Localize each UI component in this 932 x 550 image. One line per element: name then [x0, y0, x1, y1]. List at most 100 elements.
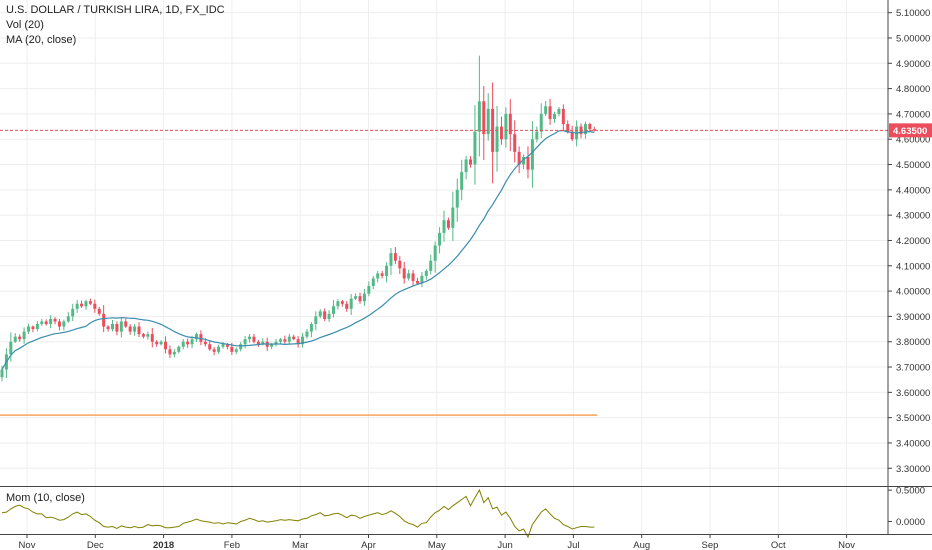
candle-body: [18, 336, 22, 340]
candle: [362, 288, 366, 306]
candle: [579, 123, 583, 139]
time-axis[interactable]: Nov Dec 2018 Feb Mar Apr May Jun Jul Aug Sep Oct Nov: [19, 534, 856, 550]
candle: [287, 333, 291, 345]
time-tick-label: Jun: [497, 540, 512, 550]
candle: [177, 345, 181, 354]
candle: [13, 333, 17, 343]
candle: [371, 276, 375, 290]
candle: [243, 336, 247, 349]
candle-body: [243, 339, 247, 345]
candle-body: [217, 346, 221, 352]
candle: [66, 312, 70, 323]
candle-body: [318, 311, 322, 317]
time-tick-label: Oct: [771, 540, 786, 550]
candle-body: [296, 339, 300, 345]
candle: [0, 365, 4, 382]
candle: [469, 156, 473, 168]
candle-body: [133, 326, 137, 332]
candle: [513, 120, 517, 163]
time-tick-label: Nov: [838, 540, 855, 550]
time-tick-label: May: [428, 540, 446, 550]
candle-body: [203, 341, 207, 345]
candle: [40, 318, 44, 327]
price-tick-label: 5.00000: [896, 33, 930, 44]
candle: [44, 319, 48, 326]
momentum-tick-label: 0.0000: [896, 517, 925, 528]
candle: [398, 256, 402, 274]
candle: [155, 340, 159, 347]
candle-body: [539, 113, 543, 132]
candle: [168, 345, 172, 359]
candle-body: [486, 108, 490, 135]
candle-body: [252, 336, 256, 342]
candle-body: [137, 326, 141, 335]
candle-body: [371, 278, 375, 287]
price-tick-label: 3.40000: [896, 438, 930, 449]
candle-body: [283, 339, 287, 342]
price-tick-label: 4.50000: [896, 160, 930, 171]
momentum-axis[interactable]: 0.5000 0.0000: [888, 486, 925, 528]
legend-symbol[interactable]: U.S. DOLLAR / TURKISH LIRA, 1D, FX_IDC: [6, 4, 225, 16]
candle-body: [66, 316, 70, 322]
candle-body: [80, 303, 84, 307]
candle-body: [455, 189, 459, 208]
price-tick-label: 4.60000: [896, 135, 930, 146]
candle: [451, 191, 455, 241]
candle: [327, 310, 331, 322]
candle-body: [278, 339, 282, 342]
axes: [0, 0, 932, 535]
candle-body: [164, 341, 168, 350]
candle: [208, 340, 212, 351]
candle: [354, 293, 358, 301]
ma-line[interactable]: [1, 129, 595, 370]
candle-body: [146, 334, 150, 337]
candle-body: [230, 346, 234, 352]
candle: [544, 101, 548, 117]
candle-body: [159, 341, 163, 345]
candle: [424, 268, 428, 280]
candle: [141, 332, 145, 339]
candle: [553, 111, 556, 123]
candle-body: [190, 339, 194, 345]
candle-body: [433, 245, 437, 261]
candle-body: [464, 159, 468, 173]
legend-ma[interactable]: MA (20, close): [6, 34, 77, 46]
candle-body: [526, 156, 530, 170]
time-tick-label: Sep: [702, 540, 719, 550]
candle-body: [274, 341, 278, 345]
candle-body: [301, 336, 305, 345]
candle: [75, 299, 79, 313]
candle-body: [411, 273, 415, 281]
legend-volume[interactable]: Vol (20): [6, 19, 44, 31]
candle: [35, 320, 39, 332]
last-price-label: 4.63500: [893, 126, 927, 137]
candle: [248, 334, 252, 343]
price-tick-label: 3.30000: [896, 464, 930, 475]
candle-body: [548, 106, 552, 119]
candle: [181, 338, 185, 350]
candle-body: [172, 351, 176, 355]
candle: [97, 306, 101, 316]
momentum-line[interactable]: [1, 488, 595, 539]
candle: [301, 332, 305, 348]
candle-body: [332, 306, 335, 314]
candle-body: [0, 369, 4, 378]
candle-body: [111, 324, 114, 330]
price-axis[interactable]: 5.10000 5.00000 4.90000 4.80000 4.70000 4.600…: [888, 8, 930, 475]
candle-body: [398, 260, 402, 269]
candle: [336, 299, 340, 310]
candle: [367, 281, 371, 297]
candle-body: [327, 313, 331, 319]
candle-body: [305, 331, 309, 337]
candle-body: [482, 101, 486, 135]
candle-body: [31, 326, 35, 330]
candle-body: [495, 126, 499, 152]
candle-body: [354, 296, 358, 299]
price-tick-label: 5.10000: [896, 8, 930, 19]
candle: [464, 155, 468, 180]
candle: [292, 334, 296, 341]
candle: [199, 330, 203, 346]
candle: [27, 323, 31, 335]
legend-momentum[interactable]: Mom (10, close): [6, 492, 85, 504]
